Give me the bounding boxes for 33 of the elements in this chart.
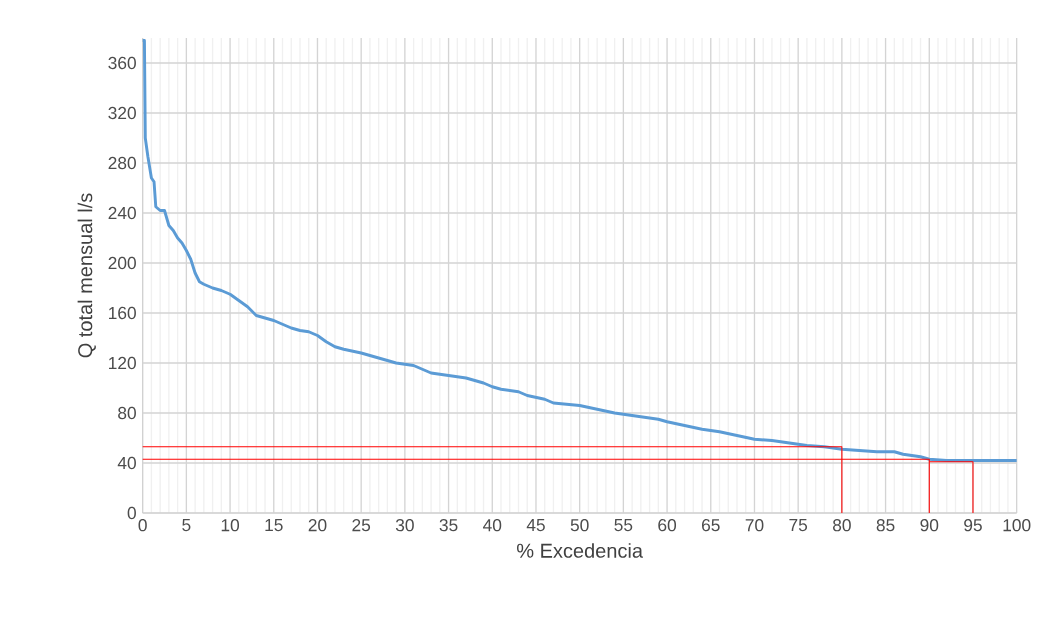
- y-tick-label: 360: [108, 56, 136, 70]
- x-tick-label: 75: [789, 519, 808, 532]
- x-tick-label: 45: [526, 519, 545, 532]
- x-tick-label: 50: [570, 519, 589, 532]
- y-tick-label: 0: [127, 506, 136, 520]
- y-tick-label: 240: [108, 206, 136, 220]
- x-axis-title: % Excedencia: [517, 543, 643, 558]
- y-tick-label: 120: [109, 356, 136, 370]
- x-tick-label: 60: [658, 519, 677, 532]
- y-tick-label: 280: [108, 156, 136, 170]
- y-tick-label: 200: [108, 256, 136, 270]
- y-tick-label: 320: [108, 106, 136, 120]
- x-tick-label: 65: [702, 519, 720, 532]
- x-tick-label: 35: [439, 519, 458, 532]
- x-tick-label: 30: [395, 519, 414, 532]
- x-tick-label: 80: [832, 519, 851, 532]
- y-tick-label: 80: [118, 406, 136, 420]
- y-axis-title: Q total mensual l/s: [77, 193, 96, 358]
- y-tick-label: 40: [117, 456, 136, 470]
- y-tick-label: 160: [109, 306, 136, 320]
- x-tick-label: 100: [1003, 519, 1031, 532]
- x-tick-label: 70: [745, 519, 764, 532]
- x-tick-label: 15: [265, 519, 283, 532]
- x-tick-label: 85: [876, 519, 895, 532]
- x-tick-label: 55: [614, 519, 633, 532]
- x-tick-label: 25: [352, 519, 371, 532]
- x-tick-label: 0: [138, 519, 147, 532]
- x-tick-label: 20: [308, 519, 327, 532]
- x-tick-label: 5: [182, 519, 191, 532]
- x-tick-label: 90: [920, 519, 939, 532]
- x-tick-label: 40: [483, 519, 502, 532]
- x-tick-label: 95: [964, 519, 982, 532]
- x-tick-label: 10: [221, 519, 240, 532]
